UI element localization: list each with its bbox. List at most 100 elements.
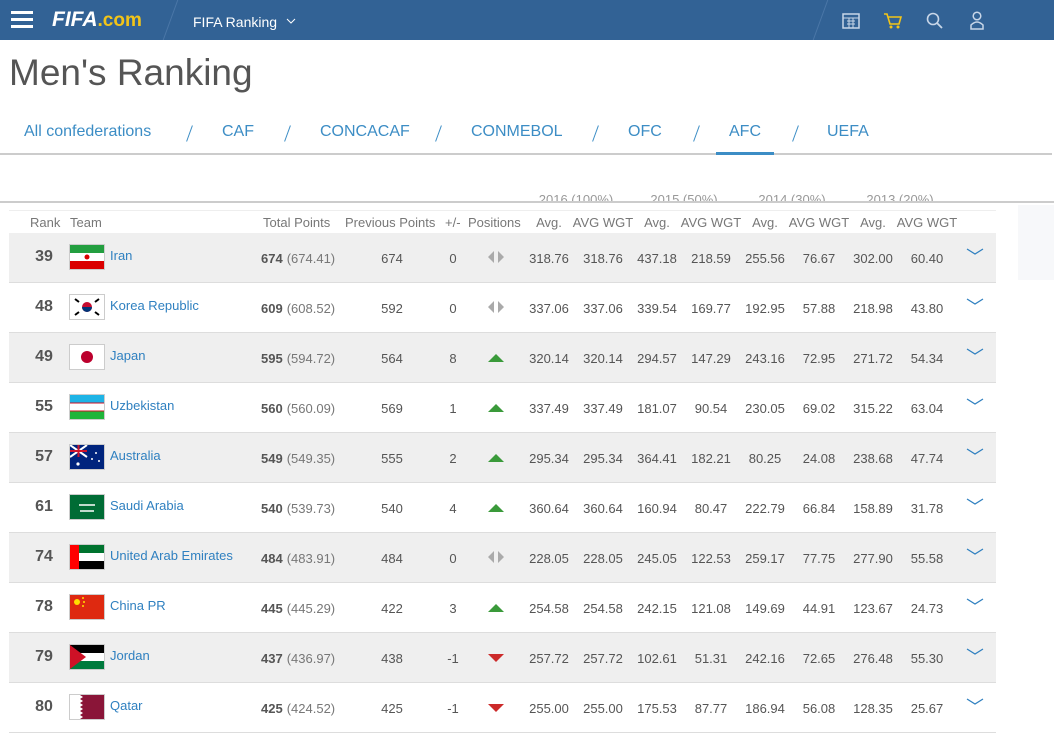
year-value: 31.78 — [887, 501, 967, 516]
tab[interactable]: OFC — [628, 123, 662, 141]
position-movement — [487, 400, 505, 414]
year-header: 2013 (20%) — [850, 192, 950, 201]
total-points-exact: (549.35) — [287, 451, 335, 466]
dropdown-chevron[interactable] — [286, 18, 296, 24]
expand-chevron[interactable] — [966, 648, 984, 656]
total-points: 540(539.73) — [261, 501, 335, 516]
team-name[interactable]: Qatar — [110, 698, 143, 713]
expand-chevron[interactable] — [966, 498, 984, 506]
menu-icon[interactable] — [11, 11, 33, 28]
team-name[interactable]: Iran — [110, 248, 132, 263]
expand-chevron[interactable] — [966, 298, 984, 306]
change: -1 — [433, 701, 473, 716]
panel-rule — [0, 201, 1054, 203]
expand-chevron[interactable] — [966, 348, 984, 356]
tab-separator — [693, 125, 700, 141]
tab[interactable]: CONMEBOL — [471, 123, 563, 141]
tab-separator — [186, 125, 193, 141]
previous-points: 674 — [352, 251, 432, 266]
tab[interactable]: CAF — [222, 123, 254, 141]
expand-chevron[interactable] — [966, 398, 984, 406]
previous-points: 564 — [352, 351, 432, 366]
table-row[interactable]: 55Uzbekistan560(560.09)5691337.49337.491… — [9, 383, 996, 433]
table-row[interactable]: 61Saudi Arabia540(539.73)5404360.64360.6… — [9, 483, 996, 533]
team-name[interactable]: Korea Republic — [110, 298, 199, 313]
top-bar: FIFA.com FIFA Ranking — [0, 0, 1054, 40]
total-points: 549 (549.35) — [261, 451, 335, 466]
team-name[interactable]: Australia — [110, 448, 161, 463]
cart-icon[interactable] — [883, 12, 902, 29]
expand-chevron[interactable] — [966, 698, 984, 706]
expand-chevron[interactable] — [966, 448, 984, 456]
rank: 55 — [29, 398, 59, 416]
column-header: Team — [70, 215, 102, 230]
year-header: 2016 (100%) — [526, 192, 626, 201]
flag — [70, 545, 104, 569]
tab[interactable]: CONCACAF — [320, 123, 410, 141]
change: 0 — [433, 551, 473, 566]
calendar-icon[interactable] — [842, 12, 860, 29]
total-points: 609(608.52) — [261, 301, 335, 316]
tab-separator — [435, 125, 442, 141]
table-row[interactable]: 74United Arab Emirates484(483.91)4840228… — [9, 533, 996, 583]
total-points-rounded: 437 — [261, 651, 283, 666]
previous-points: 438 — [352, 651, 432, 666]
year-header: 2015 (50%) — [634, 192, 734, 201]
logo[interactable]: FIFA.com — [52, 8, 142, 32]
team-name[interactable]: Jordan — [110, 648, 150, 663]
table-row[interactable]: 80Qatar425(424.52)425-1255.00255.00175.5… — [9, 683, 996, 733]
total-points-exact: (560.09) — [287, 401, 335, 416]
column-header: Rank — [30, 215, 60, 230]
year-value: 55.30 — [887, 651, 967, 666]
team-name[interactable]: Uzbekistan — [110, 398, 174, 413]
total-points-exact: (436.97) — [287, 651, 335, 666]
team-name[interactable]: Japan — [110, 348, 145, 363]
table-row[interactable]: 39Iran674(674.41)6740318.76318.76437.182… — [9, 233, 996, 283]
table-row[interactable]: 78China PR445(445.29)4223254.58254.58242… — [9, 583, 996, 633]
total-points-rounded: 425 — [261, 701, 283, 716]
column-header: Total Points — [263, 215, 330, 230]
expand-chevron[interactable] — [966, 598, 984, 606]
flag — [70, 495, 104, 519]
previous-points: 425 — [352, 701, 432, 716]
table-row[interactable]: 48Korea Republic609(608.52)5920337.06337… — [9, 283, 996, 333]
tab[interactable]: AFC — [729, 123, 761, 141]
search-icon[interactable] — [926, 12, 944, 30]
user-icon[interactable] — [970, 11, 984, 30]
position-movement — [487, 700, 505, 714]
team-name[interactable]: United Arab Emirates — [110, 548, 233, 563]
total-points-rounded: 549 — [261, 451, 283, 466]
flag — [70, 595, 104, 619]
column-header: Previous Points — [345, 215, 435, 230]
flag — [70, 395, 104, 419]
table-row[interactable]: 57Australia549(549.35)5552295.34295.3436… — [9, 433, 996, 483]
section-label[interactable]: FIFA Ranking — [193, 14, 277, 30]
position-movement — [487, 500, 505, 514]
column-header: AVG WGT — [887, 215, 967, 230]
change: 2 — [433, 451, 473, 466]
table-row[interactable]: 79Jordan437(436.97)438-1257.72257.72102.… — [9, 633, 996, 683]
change: 0 — [433, 251, 473, 266]
rank: 74 — [29, 548, 59, 566]
rank: 61 — [29, 498, 59, 516]
year-value: 60.40 — [887, 251, 967, 266]
table-row[interactable]: 49Japan595(594.72)5648320.14320.14294.57… — [9, 333, 996, 383]
divider — [163, 0, 179, 40]
flag — [70, 695, 104, 719]
total-points-exact: (483.91) — [287, 551, 335, 566]
tab-separator — [792, 125, 799, 141]
expand-chevron[interactable] — [966, 548, 984, 556]
team-name[interactable]: China PR — [110, 598, 166, 613]
tab-separator — [592, 125, 599, 141]
rank: 78 — [29, 598, 59, 616]
total-points-exact: (674.41) — [287, 251, 335, 266]
position-movement — [487, 550, 505, 564]
position-movement — [487, 300, 505, 314]
tab-separator — [284, 125, 291, 141]
expand-chevron[interactable] — [966, 248, 984, 256]
team-name[interactable]: Saudi Arabia — [110, 498, 184, 513]
divider — [813, 0, 829, 40]
tab[interactable]: All confederations — [24, 123, 151, 141]
total-points-rounded: 445 — [261, 601, 283, 616]
tab[interactable]: UEFA — [827, 123, 869, 141]
